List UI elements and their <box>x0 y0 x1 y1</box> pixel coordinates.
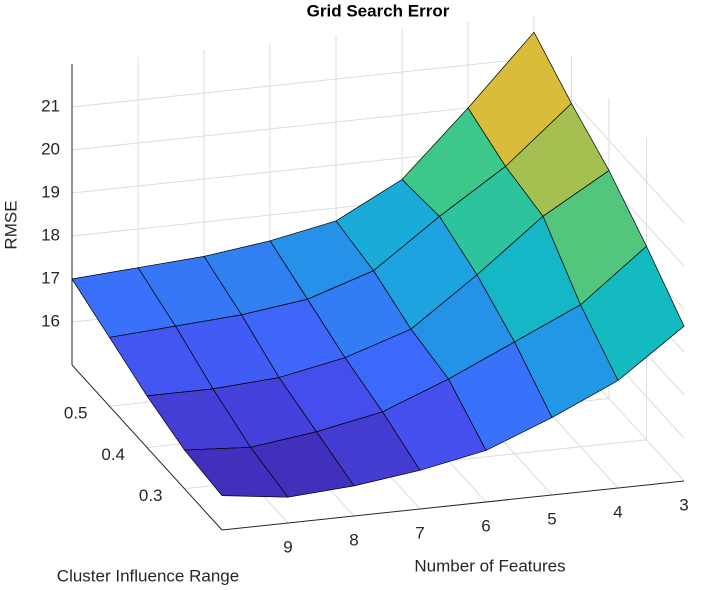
x-axis-label: Number of Features <box>414 556 565 575</box>
x-tick-label: 5 <box>547 509 556 528</box>
z-tick-label: 20 <box>41 139 60 158</box>
x-tick-label: 6 <box>481 516 490 535</box>
x-tick-label: 3 <box>679 495 688 514</box>
chart-title: Grid Search Error <box>307 1 450 20</box>
grid-line <box>71 100 535 151</box>
x-tick-label: 4 <box>613 502 622 521</box>
y-tick-label: 0.3 <box>139 486 163 505</box>
axis-line <box>71 364 223 531</box>
z-tick-label: 19 <box>41 182 60 201</box>
surface-face <box>184 447 289 498</box>
y-tick-label: 0.4 <box>101 445 125 464</box>
x-tick-label: 9 <box>283 537 292 556</box>
x-tick-label: 7 <box>415 523 424 542</box>
z-tick-label: 21 <box>41 96 60 115</box>
z-tick-label: 16 <box>41 311 60 330</box>
x-tick-label: 8 <box>349 530 358 549</box>
z-tick-label: 17 <box>41 268 60 287</box>
axis-line <box>221 480 685 531</box>
y-tick-label: 0.5 <box>64 404 88 423</box>
z-tick-label: 18 <box>41 225 60 244</box>
z-axis-label: RMSE <box>1 200 20 249</box>
grid-line <box>71 57 535 108</box>
y-axis-label: Cluster Influence Range <box>57 566 239 585</box>
